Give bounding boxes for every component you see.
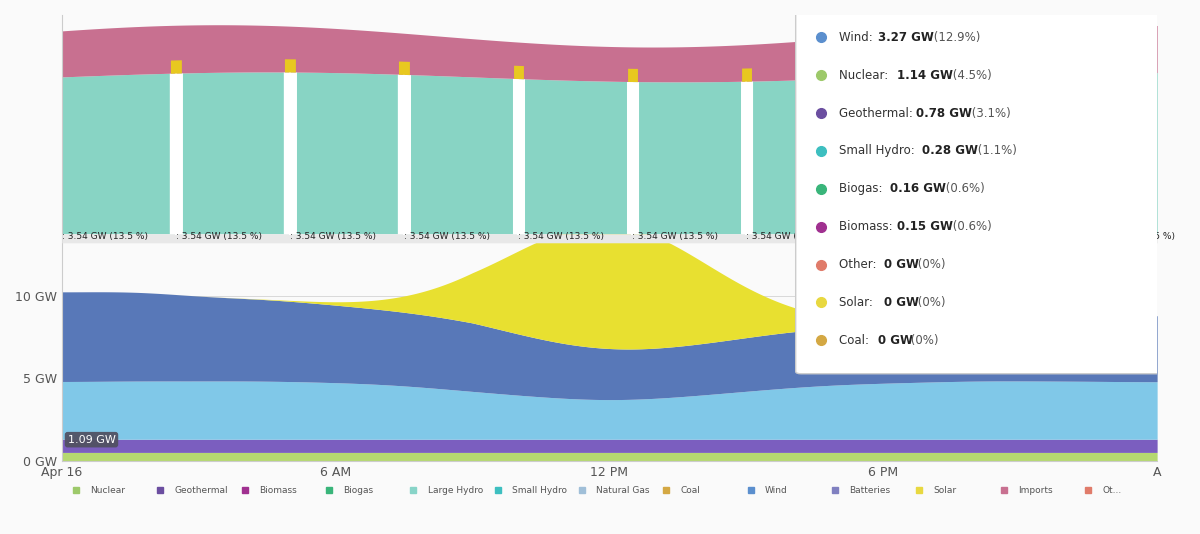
Text: : 3.54 GW (13.5 %): : 3.54 GW (13.5 %) xyxy=(632,232,719,241)
Text: Geothermal: Geothermal xyxy=(175,485,228,494)
Text: (4.5%): (4.5%) xyxy=(949,69,991,82)
Text: (0%): (0%) xyxy=(913,296,946,309)
Text: : 3.54 GW (13.5 %): : 3.54 GW (13.5 %) xyxy=(746,232,833,241)
Text: Other:: Other: xyxy=(840,258,881,271)
FancyBboxPatch shape xyxy=(796,9,1163,374)
Text: 1.09 GW: 1.09 GW xyxy=(67,435,115,445)
Text: 0.28 GW: 0.28 GW xyxy=(922,144,978,158)
Text: : 3.54 GW (13.5 %): : 3.54 GW (13.5 %) xyxy=(290,232,376,241)
Text: Natural Gas: Natural Gas xyxy=(596,485,650,494)
Text: : 3.54 GW (13.5 %): : 3.54 GW (13.5 %) xyxy=(176,232,262,241)
Text: Wind:: Wind: xyxy=(840,31,877,44)
Text: (0.6%): (0.6%) xyxy=(942,182,985,195)
Text: Biomass:: Biomass: xyxy=(840,220,896,233)
Text: Coal:: Coal: xyxy=(840,334,874,347)
Text: 1.14 GW: 1.14 GW xyxy=(896,69,953,82)
Text: : 3.54 GW (13.5 %): : 3.54 GW (13.5 %) xyxy=(1088,232,1175,241)
Text: : 3.54 GW (13.5 %): : 3.54 GW (13.5 %) xyxy=(974,232,1061,241)
Text: (0.6%): (0.6%) xyxy=(949,220,991,233)
Text: : 3.54 GW (13.5 %): : 3.54 GW (13.5 %) xyxy=(860,232,947,241)
Text: Nuclear:: Nuclear: xyxy=(840,69,893,82)
Text: 0.16 GW: 0.16 GW xyxy=(890,182,947,195)
Text: : 3.54 GW (13.5 %): : 3.54 GW (13.5 %) xyxy=(404,232,490,241)
Text: (1.1%): (1.1%) xyxy=(974,144,1018,158)
Text: Wind: Wind xyxy=(766,485,787,494)
Text: Large Hydro: Large Hydro xyxy=(427,485,482,494)
Text: Solar:: Solar: xyxy=(840,296,877,309)
Text: 0 GW: 0 GW xyxy=(884,258,919,271)
Text: Small Hydro: Small Hydro xyxy=(512,485,568,494)
Text: Biogas: Biogas xyxy=(343,485,373,494)
Text: 0 GW: 0 GW xyxy=(884,296,919,309)
Text: : 3.54 GW (13.5 %): : 3.54 GW (13.5 %) xyxy=(518,232,605,241)
Text: Small Hydro:: Small Hydro: xyxy=(840,144,919,158)
Text: (0%): (0%) xyxy=(907,334,938,347)
Text: 3.27 GW: 3.27 GW xyxy=(877,31,934,44)
Text: Nuclear: Nuclear xyxy=(90,485,125,494)
Text: Biogas:: Biogas: xyxy=(840,182,887,195)
Text: Solar: Solar xyxy=(934,485,956,494)
Text: 0.78 GW: 0.78 GW xyxy=(916,107,972,120)
Text: : 3.54 GW (13.5 %): : 3.54 GW (13.5 %) xyxy=(62,232,148,241)
Text: Biomass: Biomass xyxy=(259,485,296,494)
Text: 0 GW: 0 GW xyxy=(877,334,913,347)
Text: 0.15 GW: 0.15 GW xyxy=(896,220,953,233)
Text: Coal: Coal xyxy=(680,485,701,494)
Text: Batteries: Batteries xyxy=(850,485,890,494)
Text: (3.1%): (3.1%) xyxy=(968,107,1010,120)
Text: Geothermal:: Geothermal: xyxy=(840,107,917,120)
Text: Ot...: Ot... xyxy=(1103,485,1122,494)
Text: Imports: Imports xyxy=(1018,485,1052,494)
Text: (0%): (0%) xyxy=(913,258,946,271)
Text: (12.9%): (12.9%) xyxy=(930,31,980,44)
